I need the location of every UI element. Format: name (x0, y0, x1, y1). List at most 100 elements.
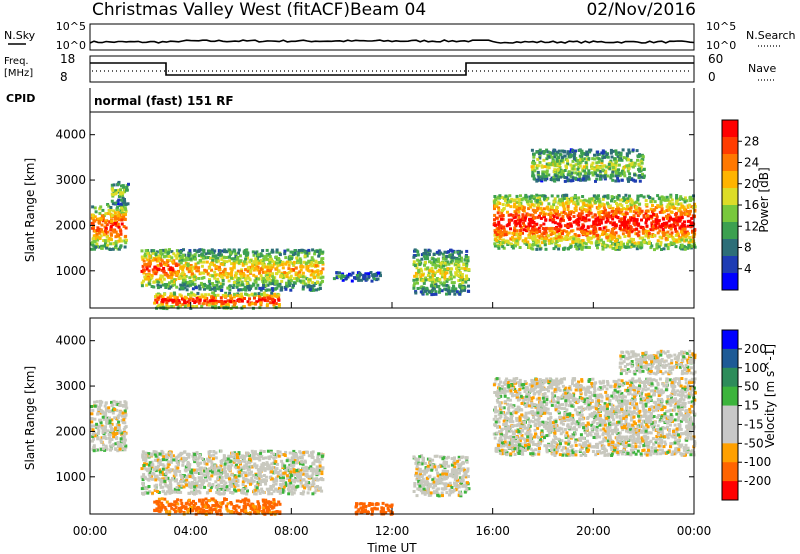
power-cell (150, 276, 154, 280)
power-cell (627, 230, 631, 234)
power-cell (511, 198, 515, 202)
power-cell (224, 256, 228, 259)
power-cell (208, 266, 212, 270)
power-cell (185, 288, 189, 292)
power-cell (629, 216, 632, 220)
power-cell (540, 179, 544, 183)
power-cell (515, 229, 519, 233)
power-cell (578, 149, 582, 152)
power-cell (669, 227, 673, 231)
power-cell (235, 282, 239, 286)
power-cell (444, 263, 448, 267)
power-cell (504, 233, 507, 237)
power-cell (593, 213, 597, 217)
power-cell (573, 236, 577, 240)
velocity-cell (317, 458, 321, 462)
velocity-cell (123, 448, 127, 452)
power-cell (265, 304, 269, 308)
power-cell (248, 265, 252, 269)
power-cell (584, 161, 588, 165)
power-cell (92, 237, 96, 240)
power-cell (600, 202, 604, 206)
power-cell (666, 230, 670, 234)
power-cell (183, 286, 187, 290)
velocity-cell (103, 448, 107, 452)
power-cell (301, 271, 305, 275)
power-cell (603, 155, 606, 159)
velocity-cell (224, 481, 228, 485)
power-cell (172, 304, 176, 308)
power-cell (219, 282, 223, 286)
power-cell (311, 287, 315, 291)
power-cell (443, 267, 447, 271)
power-cell (342, 275, 346, 279)
power-cell (142, 268, 146, 272)
velocity-cell (180, 457, 184, 461)
power-cell (202, 250, 206, 254)
power-cell (597, 197, 601, 201)
power-cell (91, 216, 95, 220)
power-cell (230, 276, 233, 280)
power-cell (143, 275, 147, 279)
power-cell (436, 270, 440, 273)
power-cell (693, 232, 697, 236)
power-cell (640, 161, 644, 165)
power-cell (547, 227, 551, 231)
velocity-cell (102, 443, 105, 447)
power-cell (691, 229, 694, 233)
power-cell (418, 263, 422, 267)
power-cell (598, 202, 602, 206)
power-cell (311, 273, 315, 277)
power-cell (147, 259, 151, 263)
power-cell (599, 238, 603, 242)
power-cell (195, 250, 199, 254)
power-cell (637, 169, 641, 173)
power-cell (590, 167, 594, 170)
power-cell (244, 251, 248, 254)
velocity-cell (151, 477, 155, 481)
power-cell (626, 204, 629, 208)
power-cell (690, 216, 694, 220)
power-cell (676, 232, 680, 236)
velocity-cell (90, 439, 94, 443)
colorbar-swatch (722, 222, 738, 240)
power-cell (163, 293, 167, 296)
power-cell (228, 291, 232, 295)
velocity-cell (157, 491, 161, 494)
power-cell (123, 190, 127, 194)
velocity-cell (148, 477, 152, 481)
power-cell (519, 207, 523, 211)
power-cell (109, 242, 113, 246)
velocity-cell (105, 421, 109, 425)
velocity-cell (123, 441, 127, 445)
power-cell (531, 168, 535, 171)
power-cell (599, 218, 603, 222)
power-cell (142, 271, 146, 275)
power-cell (445, 254, 449, 258)
power-cell (574, 149, 577, 153)
power-cell (287, 284, 291, 287)
velocity-cell (165, 490, 169, 494)
power-cell (260, 262, 264, 265)
power-cell (191, 265, 195, 269)
power-cell (636, 158, 639, 162)
power-cell (194, 262, 198, 266)
velocity-cell (214, 480, 218, 484)
power-cell (434, 283, 438, 287)
power-cell (577, 196, 581, 200)
power-cell (537, 176, 541, 180)
power-cell (639, 246, 643, 250)
power-cell (109, 228, 113, 232)
power-cell (201, 285, 205, 289)
power-cell (273, 299, 277, 303)
power-cell (619, 240, 623, 244)
power-cell (611, 206, 615, 210)
power-cell (168, 296, 172, 299)
power-cell (311, 258, 315, 262)
power-cell (538, 148, 542, 152)
power-cell (639, 165, 643, 169)
power-cell (163, 283, 167, 286)
power-cell (571, 148, 575, 152)
power-cell (627, 164, 631, 168)
power-cell (624, 224, 628, 228)
